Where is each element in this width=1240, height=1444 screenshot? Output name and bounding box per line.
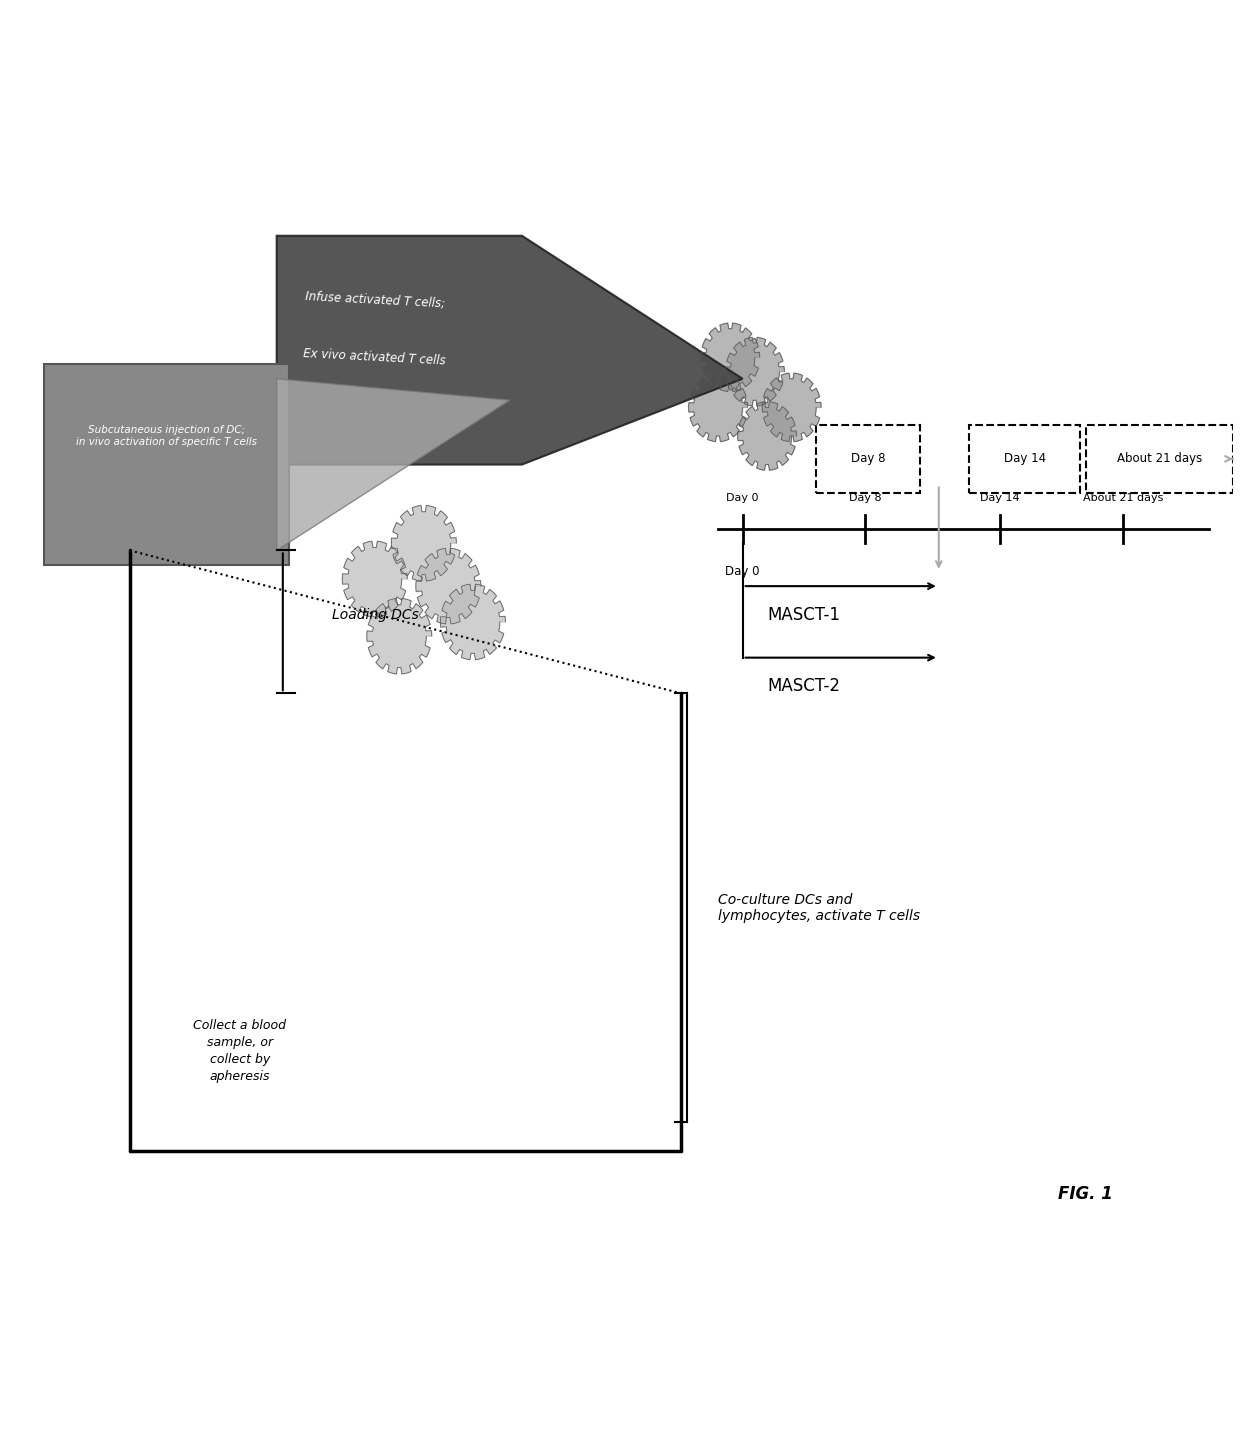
Polygon shape	[738, 401, 796, 471]
Text: About 21 days: About 21 days	[1117, 452, 1202, 465]
Text: Collect a blood
sample, or
collect by
apheresis: Collect a blood sample, or collect by ap…	[193, 1019, 286, 1083]
Text: MASCT-2: MASCT-2	[768, 677, 841, 695]
Text: Day 14: Day 14	[1003, 452, 1045, 465]
Text: Subcutaneous injection of DC;
in vivo activation of specific T cells: Subcutaneous injection of DC; in vivo ac…	[76, 425, 257, 448]
Polygon shape	[688, 373, 748, 442]
Polygon shape	[701, 323, 760, 391]
Polygon shape	[415, 549, 481, 624]
Polygon shape	[277, 378, 510, 550]
FancyBboxPatch shape	[1086, 425, 1233, 494]
Polygon shape	[440, 585, 506, 660]
Text: Ex vivo activated T cells: Ex vivo activated T cells	[304, 347, 446, 368]
Text: Day 0: Day 0	[725, 565, 760, 578]
Polygon shape	[763, 373, 821, 442]
Polygon shape	[725, 338, 784, 406]
Text: About 21 days: About 21 days	[1083, 494, 1163, 503]
Text: MASCT-1: MASCT-1	[768, 605, 841, 624]
Polygon shape	[367, 598, 432, 674]
Text: Day 8: Day 8	[849, 494, 882, 503]
Text: Co-culture DCs and
lymphocytes, activate T cells: Co-culture DCs and lymphocytes, activate…	[718, 892, 920, 923]
FancyBboxPatch shape	[970, 425, 1080, 494]
Polygon shape	[277, 235, 743, 465]
Text: FIG. 1: FIG. 1	[1059, 1186, 1114, 1203]
Text: Day 14: Day 14	[981, 494, 1021, 503]
FancyBboxPatch shape	[816, 425, 920, 494]
Text: Day 8: Day 8	[851, 452, 885, 465]
Polygon shape	[342, 542, 407, 617]
Polygon shape	[392, 505, 456, 580]
Text: Infuse activated T cells;: Infuse activated T cells;	[305, 290, 445, 310]
Text: Day 0: Day 0	[727, 494, 759, 503]
FancyBboxPatch shape	[43, 364, 289, 565]
Text: Loading DCs: Loading DCs	[332, 608, 419, 622]
